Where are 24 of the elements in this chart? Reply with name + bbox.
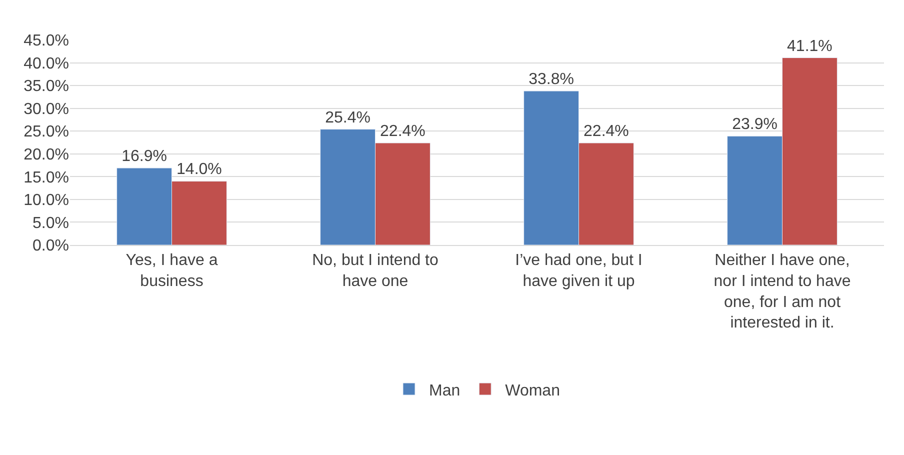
x-tick-label: Yes, I have a business — [126, 252, 218, 290]
y-tick-label: 10.0% — [24, 192, 69, 210]
y-tick-label: 0.0% — [32, 238, 69, 255]
y-tick-label: 40.0% — [24, 55, 69, 72]
data-label: 22.4% — [380, 122, 426, 140]
data-label: 25.4% — [325, 109, 370, 126]
y-tick-label: 20.0% — [24, 146, 69, 164]
y-tick-label: 30.0% — [24, 100, 69, 118]
y-tick-label: 25.0% — [24, 124, 69, 141]
data-label: 22.4% — [584, 122, 629, 140]
y-tick-label: 35.0% — [24, 78, 69, 96]
y-tick-label: 45.0% — [24, 32, 69, 50]
data-label: 23.9% — [732, 116, 778, 134]
x-tick-label: I’ve had one, but I have given it up — [515, 252, 642, 290]
x-tick-label: Neither I have one, nor I intend to have one, for I am not interested in it. — [714, 252, 851, 332]
data-label: 14.0% — [176, 161, 222, 178]
legend-label: Man — [429, 382, 460, 400]
data-label: 33.8% — [528, 71, 574, 88]
x-tick-label: No, but I intend to have one — [312, 252, 438, 290]
legend-label: Woman — [505, 382, 560, 400]
y-tick-label: 15.0% — [24, 169, 69, 186]
data-label: 16.9% — [122, 148, 167, 166]
data-label: 41.1% — [787, 38, 832, 55]
y-tick-label: 5.0% — [32, 214, 69, 232]
